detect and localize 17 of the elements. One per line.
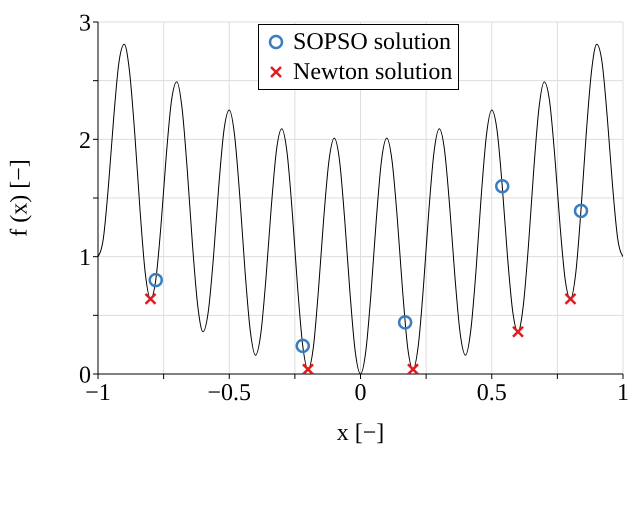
x-tick-label: −0.5: [207, 380, 252, 406]
point: [574, 204, 588, 218]
point: [296, 338, 310, 354]
point: [398, 315, 412, 330]
point: [495, 179, 510, 194]
y-tick-label: 2: [79, 128, 91, 154]
x-axis-title: x [−]: [336, 420, 384, 446]
y-tick-label: 1: [79, 245, 91, 272]
legend-label: SOPSO solution: [293, 28, 452, 57]
x-tick-label: 0.5: [476, 380, 507, 406]
y-axis-title: f (x) [−]: [6, 159, 33, 237]
x-tick-label: 0: [354, 380, 366, 406]
point: [148, 272, 163, 288]
legend-label: Newton solution: [293, 58, 452, 87]
x-tick-label: 1: [617, 380, 629, 406]
y-tick-label: 3: [79, 10, 91, 37]
y-tick-label: 0: [79, 362, 91, 389]
